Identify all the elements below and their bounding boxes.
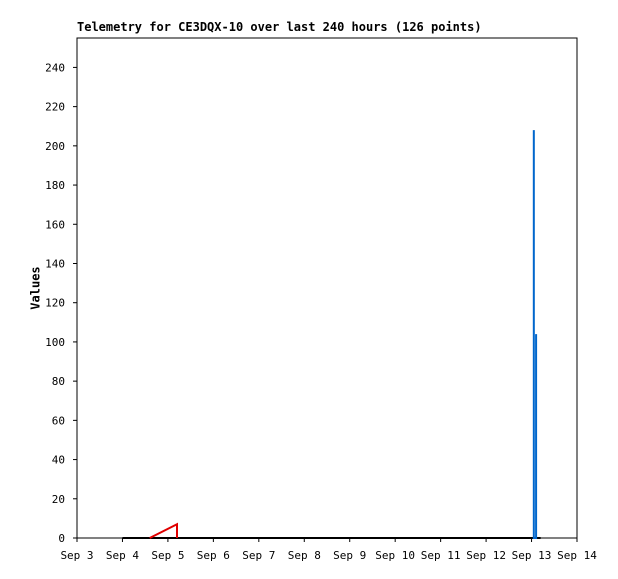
x-tick-label: Sep 12 <box>466 549 506 562</box>
y-tick-label: 220 <box>45 101 65 114</box>
x-tick-label: Sep 8 <box>288 549 321 562</box>
y-tick-label: 60 <box>52 414 65 427</box>
y-tick-label: 80 <box>52 375 65 388</box>
x-tick-label: Sep 5 <box>151 549 184 562</box>
x-tick-label: Sep 9 <box>333 549 366 562</box>
y-tick-label: 200 <box>45 140 65 153</box>
data-line <box>532 130 538 539</box>
plot-frame <box>76 37 578 539</box>
x-tick-label: Sep 11 <box>421 549 461 562</box>
y-tick-label: 0 <box>58 532 65 545</box>
x-tick-label: Sep 14 <box>557 549 597 562</box>
y-tick-label: 100 <box>45 336 65 349</box>
y-tick-label: 160 <box>45 218 65 231</box>
y-tick-label: 40 <box>52 454 65 467</box>
x-tick-label: Sep 3 <box>60 549 93 562</box>
x-tick-label: Sep 13 <box>512 549 552 562</box>
y-tick-label: 240 <box>45 61 65 74</box>
x-tick-label: Sep 7 <box>242 549 275 562</box>
y-tick-label: 180 <box>45 179 65 192</box>
x-tick-label: Sep 6 <box>197 549 230 562</box>
y-tick-label: 20 <box>52 493 65 506</box>
chart-title: Telemetry for CE3DQX-10 over last 240 ho… <box>77 20 482 34</box>
y-tick-label: 120 <box>45 297 65 310</box>
x-tick-label: Sep 4 <box>106 549 139 562</box>
x-tick-label: Sep 10 <box>375 549 415 562</box>
data-line <box>149 522 178 539</box>
y-tick-label: 140 <box>45 257 65 270</box>
y-axis-label: Values <box>29 266 43 309</box>
